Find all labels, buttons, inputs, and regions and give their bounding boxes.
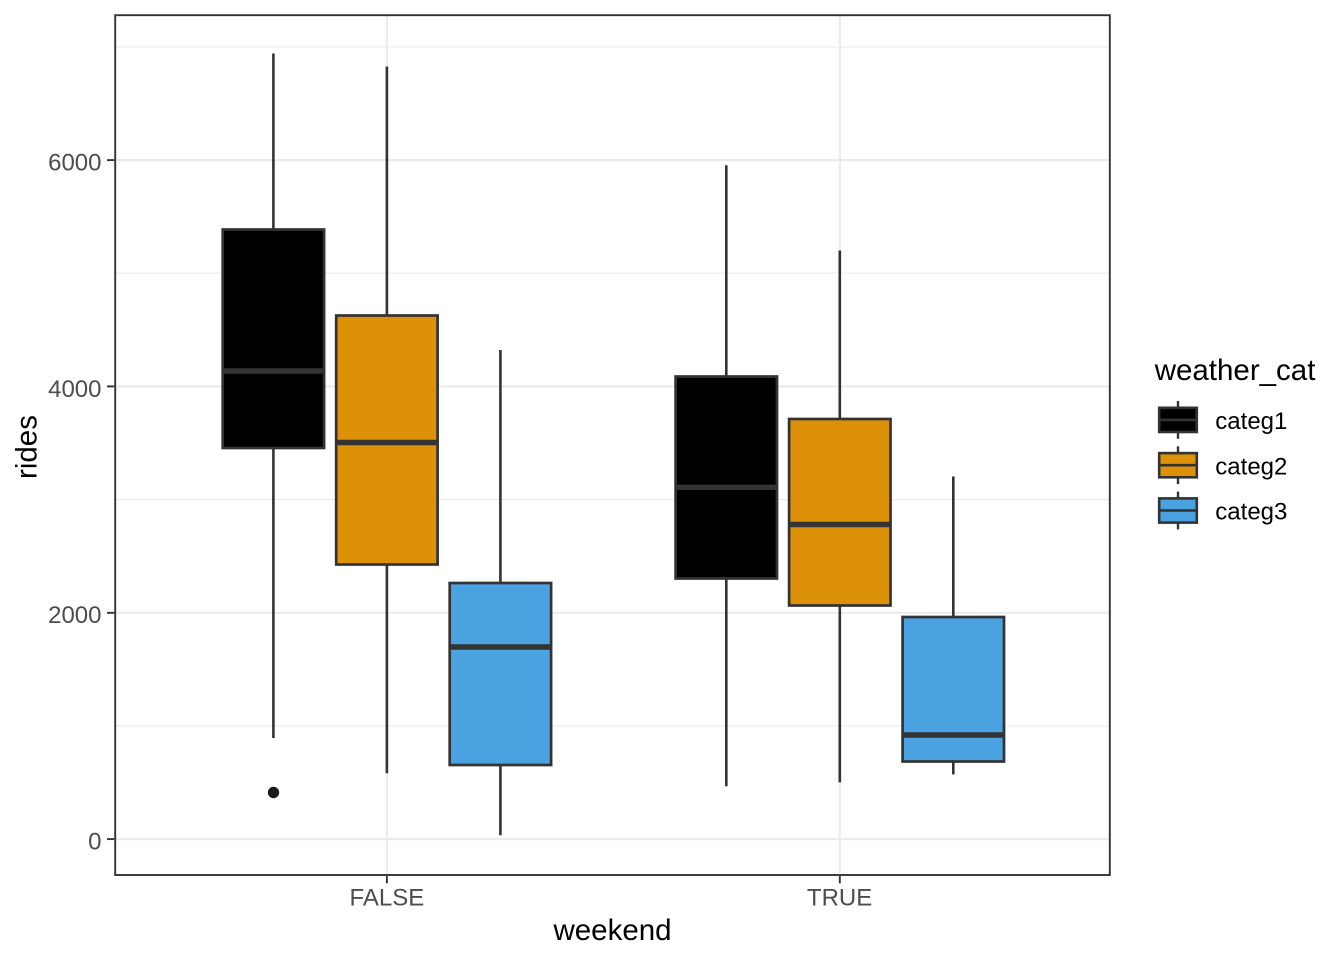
svg-text:categ1: categ1 <box>1215 408 1287 435</box>
svg-text:categ2: categ2 <box>1215 453 1287 480</box>
svg-text:categ3: categ3 <box>1215 499 1287 526</box>
svg-text:rides: rides <box>11 415 44 479</box>
svg-text:weekend: weekend <box>552 914 671 947</box>
svg-text:FALSE: FALSE <box>350 885 425 912</box>
svg-text:0: 0 <box>88 829 101 856</box>
svg-text:weather_cat: weather_cat <box>1154 354 1316 387</box>
svg-text:4000: 4000 <box>48 376 101 403</box>
svg-text:2000: 2000 <box>48 602 101 629</box>
svg-text:6000: 6000 <box>48 150 101 177</box>
svg-text:TRUE: TRUE <box>807 885 872 912</box>
